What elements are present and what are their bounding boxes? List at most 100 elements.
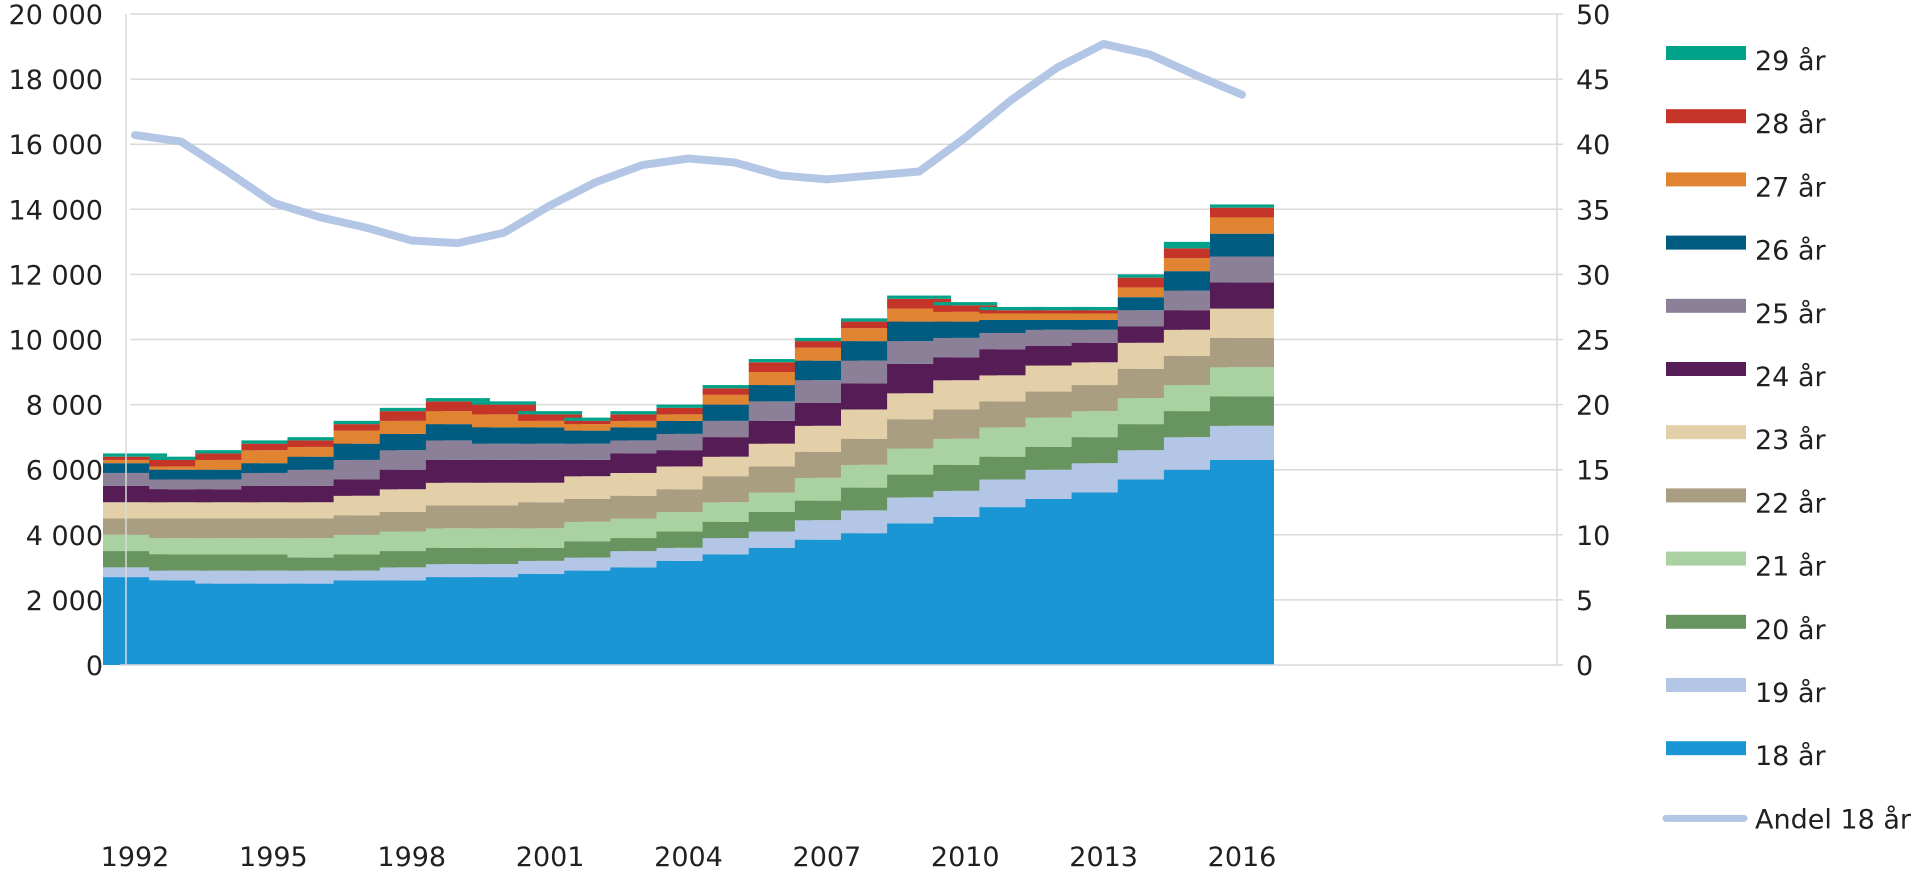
legend-swatch xyxy=(1666,298,1746,313)
x-tick-label: 2004 xyxy=(654,842,723,872)
bar-stack xyxy=(933,302,998,665)
bar-segment xyxy=(979,313,1044,320)
bar-segment xyxy=(195,459,260,470)
bar-segment xyxy=(1071,319,1136,330)
bar-segment xyxy=(1210,233,1274,257)
y-tick-label: 18 000 xyxy=(9,65,103,96)
bar-segment xyxy=(195,479,260,490)
axes xyxy=(120,14,1563,666)
y2-tick-label: 30 xyxy=(1576,260,1610,291)
legend-swatch xyxy=(1666,741,1746,756)
legend-swatch xyxy=(1666,614,1746,629)
bar-segment xyxy=(656,407,721,415)
bar-segment xyxy=(333,420,398,425)
bar-segment xyxy=(379,407,444,412)
bar-segment xyxy=(195,450,260,454)
bar-segment xyxy=(1210,256,1274,283)
legend-item: 28 år xyxy=(1666,109,1826,140)
bar-segment xyxy=(564,424,629,431)
bar-segment xyxy=(241,463,306,473)
bar-segment xyxy=(287,440,352,447)
bar-stack xyxy=(1210,204,1274,665)
bar-segment xyxy=(287,446,352,457)
y2-tick-label: 0 xyxy=(1576,651,1593,682)
bar-segment xyxy=(1163,248,1228,259)
legend-swatch xyxy=(1666,109,1746,124)
legend-item: 22 år xyxy=(1666,488,1826,519)
bar-segment xyxy=(887,298,952,309)
bar-segment xyxy=(1071,310,1136,314)
legend-label: 21 år xyxy=(1755,552,1826,583)
legend-item: Andel 18 år xyxy=(1662,804,1912,835)
y-tick-label: 2 000 xyxy=(26,586,103,617)
bar-segment xyxy=(195,469,260,480)
bar-segment xyxy=(564,417,629,421)
bar-segment xyxy=(1025,313,1090,320)
x-axis-ticks: 1992 1995 1998 2001 2004 2007 2010 2013 2016 xyxy=(101,842,1277,872)
legend-label: 23 år xyxy=(1755,425,1826,456)
legend-label: 25 år xyxy=(1755,299,1826,330)
legend-swatch xyxy=(1666,362,1746,376)
x-tick-label: 2010 xyxy=(931,842,1000,872)
legend-swatch xyxy=(1666,425,1746,440)
legend-label: 28 år xyxy=(1755,109,1826,140)
legend-label: 20 år xyxy=(1755,615,1826,646)
y2-tick-label: 45 xyxy=(1576,65,1610,96)
y-tick-label: 14 000 xyxy=(9,195,103,226)
bar-segment xyxy=(841,318,905,322)
bar-segment xyxy=(610,420,675,428)
legend-label: 29 år xyxy=(1755,46,1826,77)
bar-segment xyxy=(149,479,214,490)
bar-segment xyxy=(1163,241,1228,249)
y-tick-label: 16 000 xyxy=(9,130,103,161)
bar-segment xyxy=(1210,337,1274,368)
y2-tick-label: 20 xyxy=(1576,391,1610,422)
bar-segment xyxy=(149,456,214,460)
y-tick-label: 0 xyxy=(86,651,103,682)
bar-segment xyxy=(103,567,167,578)
legend-item: 21 år xyxy=(1666,551,1826,583)
bar-segment xyxy=(656,404,721,408)
y2-tick-label: 5 xyxy=(1576,586,1593,617)
bar-segment xyxy=(149,570,214,581)
y-tick-label: 6 000 xyxy=(26,456,103,487)
legend-item: 20 år xyxy=(1666,614,1826,646)
legend-swatch xyxy=(1666,678,1746,692)
y-tick-label: 10 000 xyxy=(9,326,103,357)
legend-item: 23 år xyxy=(1666,425,1826,456)
bar-segment xyxy=(1210,425,1274,460)
y2-tick-label: 50 xyxy=(1576,0,1610,31)
y2-tick-label: 10 xyxy=(1576,521,1610,552)
legend-swatch xyxy=(1666,488,1746,503)
bar-segment xyxy=(1210,204,1274,208)
y2-tick-label: 35 xyxy=(1576,195,1610,226)
bar-segment xyxy=(702,385,767,389)
y-tick-label: 12 000 xyxy=(9,260,103,291)
legend-item: 24 år xyxy=(1666,362,1826,393)
right-y-axis-ticks: 0 5 10 15 20 25 30 35 40 45 50 xyxy=(1576,0,1610,682)
y2-tick-label: 15 xyxy=(1576,456,1610,487)
bar-segment xyxy=(794,337,859,342)
bar-segment xyxy=(333,570,398,581)
x-tick-label: 2001 xyxy=(516,842,585,872)
bar-segment xyxy=(1210,459,1274,665)
bar-segment xyxy=(794,341,859,348)
legend-label: 22 år xyxy=(1755,488,1826,519)
bar-segment xyxy=(518,414,583,421)
bar-segment xyxy=(1071,313,1136,320)
bar-segment xyxy=(1210,367,1274,397)
legend-label: 26 år xyxy=(1755,236,1826,267)
bar-segment xyxy=(702,388,767,395)
x-tick-label: 2007 xyxy=(793,842,862,872)
x-tick-label: 1998 xyxy=(377,842,446,872)
bar-segment xyxy=(1117,277,1182,288)
bar-segment xyxy=(425,398,490,402)
legend-swatch xyxy=(1666,46,1746,60)
bar-segment xyxy=(518,420,583,428)
bar-segment xyxy=(748,359,813,363)
y2-tick-label: 40 xyxy=(1576,130,1610,161)
legend-item: 26 år xyxy=(1666,235,1826,267)
bar-segment xyxy=(518,411,583,415)
legend-item: 25 år xyxy=(1666,298,1826,330)
